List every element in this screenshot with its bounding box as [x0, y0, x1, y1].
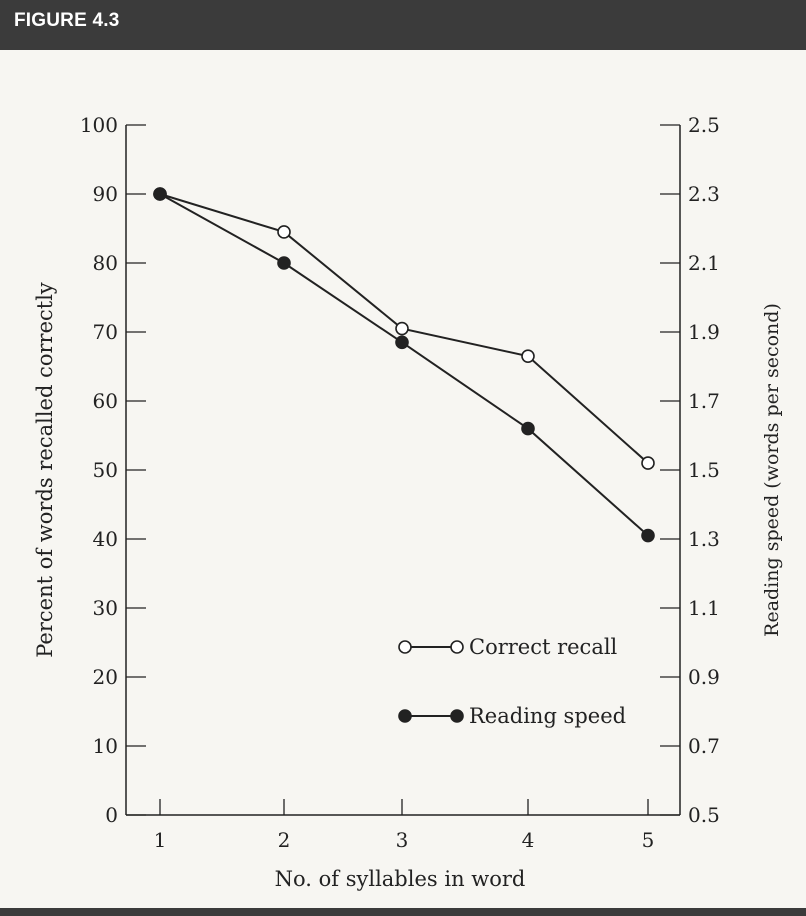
- y-left-tick-label: 80: [93, 251, 118, 275]
- y-axis-label-left: Percent of words recalled correctly: [33, 282, 57, 658]
- y-left-tick-label: 30: [93, 596, 118, 620]
- y-right-tick-label: 0.5: [688, 803, 720, 827]
- x-tick-label: 1: [154, 828, 167, 852]
- y-right-tick-label: 1.3: [688, 527, 720, 551]
- y-left-tick-label: 90: [93, 182, 118, 206]
- x-axis-label: No. of syllables in word: [275, 867, 526, 891]
- legend-label-reading-speed: Reading speed: [469, 704, 626, 728]
- x-tick-label: 4: [522, 828, 535, 852]
- y-right-tick-label: 0.7: [688, 734, 720, 758]
- data-point-correct-recall: [521, 349, 535, 363]
- y-axis-label-right: Reading speed (words per second): [761, 303, 783, 637]
- y-right-tick-label: 2.3: [688, 182, 720, 206]
- y-left-tick-label: 10: [93, 734, 118, 758]
- legend-label-correct-recall: Correct recall: [469, 635, 618, 659]
- y-right-tick-label: 2.5: [688, 113, 720, 137]
- y-left-tick-label: 0: [105, 803, 118, 827]
- y-left-tick-label: 70: [93, 320, 118, 344]
- data-point-correct-recall: [395, 321, 409, 336]
- data-point-correct-recall: [641, 456, 655, 470]
- y-left-tick-label: 40: [93, 527, 118, 551]
- chart-series: [153, 187, 655, 543]
- figure-label: FIGURE 4.3: [14, 10, 120, 31]
- x-tick-label: 5: [642, 828, 655, 852]
- legend-marker-correct-recall: [398, 640, 412, 654]
- data-point-reading-speed: [153, 187, 167, 201]
- legend-marker-reading-speed: [450, 709, 464, 723]
- y-right-tick-label: 2.1: [688, 251, 720, 275]
- data-point-reading-speed: [521, 421, 535, 436]
- x-tick-label: 2: [278, 828, 291, 852]
- series-line-reading-speed: [159, 193, 649, 537]
- y-right-tick-label: 1.7: [688, 389, 720, 413]
- y-left-tick-label: 50: [93, 458, 118, 482]
- data-point-correct-recall: [277, 225, 291, 239]
- chart-legend: Correct recall Reading speed: [398, 635, 626, 728]
- y-right-tick-label: 1.5: [688, 458, 720, 482]
- data-point-reading-speed: [395, 335, 409, 350]
- data-point-reading-speed: [277, 256, 291, 270]
- x-tick-label: 3: [396, 828, 409, 852]
- chart-axes: 0 10 20 30 40 50 60 70 80 90 100 0.5 0.7 0.9 1.1 1.3 1.5…: [80, 113, 720, 852]
- y-left-tick-label: 20: [93, 665, 118, 689]
- legend-marker-reading-speed: [398, 709, 412, 723]
- bottom-rule: [0, 908, 806, 916]
- figure-header-bar: FIGURE 4.3: [0, 0, 806, 50]
- y-right-tick-label: 1.9: [688, 320, 720, 344]
- y-left-tick-label: 60: [93, 389, 118, 413]
- data-point-reading-speed: [641, 528, 655, 543]
- y-left-tick-label: 100: [80, 113, 118, 137]
- y-right-tick-label: 0.9: [688, 665, 720, 689]
- y-right-tick-label: 1.1: [688, 596, 720, 620]
- legend-marker-correct-recall: [450, 640, 464, 654]
